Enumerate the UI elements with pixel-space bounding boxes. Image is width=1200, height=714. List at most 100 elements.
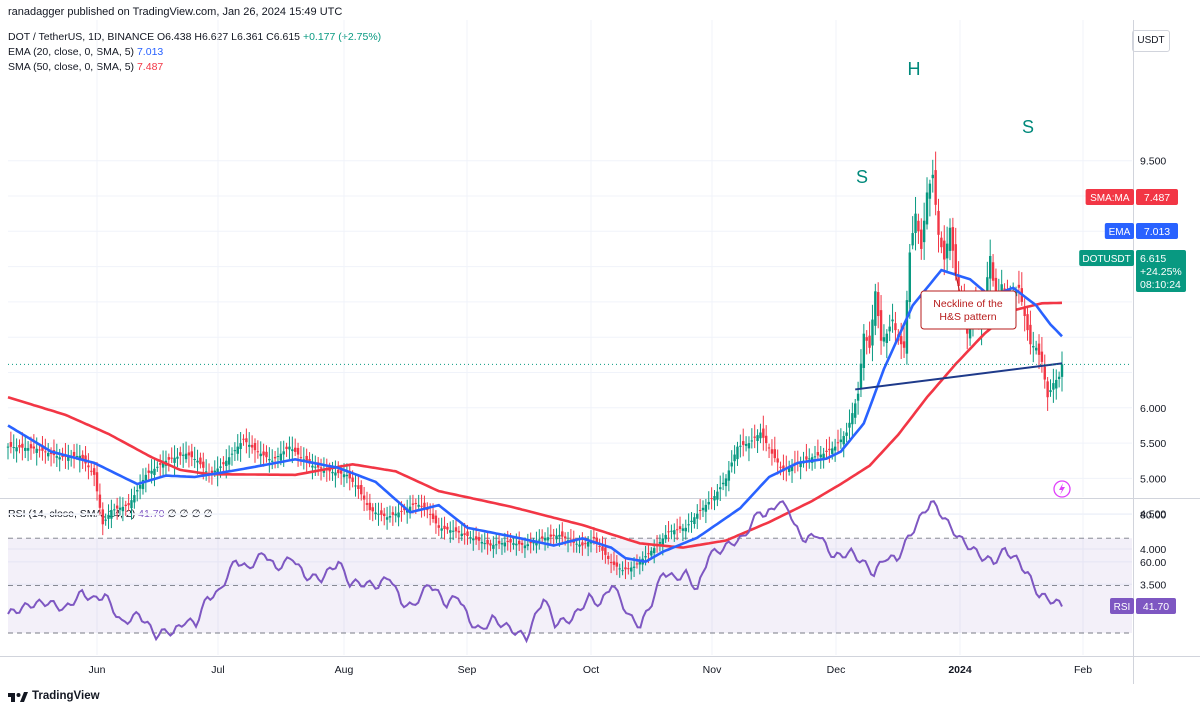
candle-body [463, 533, 466, 535]
candle-body [739, 445, 742, 447]
candle-body [575, 543, 578, 545]
candle-body [945, 243, 949, 259]
candle-body [808, 458, 811, 460]
price-tick-label: 4.000 [1140, 544, 1166, 556]
candle-body [236, 446, 239, 454]
ema-tag-label-box [1104, 223, 1134, 239]
sma-tag-value: 7.487 [1144, 192, 1170, 204]
candle-body [986, 277, 989, 292]
candle-body [81, 454, 84, 460]
candle-body [759, 432, 762, 439]
candle-body [477, 537, 481, 541]
candle-body [885, 333, 889, 343]
candle-body [342, 474, 346, 478]
candle-body [670, 530, 673, 532]
candle-body [1034, 347, 1038, 351]
candle-body [276, 456, 280, 458]
candle-body [411, 503, 415, 505]
candle-body [256, 451, 260, 453]
candle-body [601, 546, 604, 551]
candle-body [113, 509, 116, 511]
candle-body [480, 541, 484, 544]
candle-body [839, 439, 843, 443]
candle-body [293, 447, 297, 452]
candle-body [943, 240, 946, 260]
candle-body [159, 463, 162, 465]
candle-body [819, 454, 822, 458]
candle-body [989, 256, 992, 279]
candle-body [652, 548, 656, 554]
ohlc-values: O6.438 H6.627 L6.361 C6.615 [157, 31, 301, 43]
candle-body [431, 513, 435, 519]
candle-body [630, 567, 633, 572]
candle-body [578, 544, 581, 547]
candle-body [911, 233, 914, 246]
tradingview-footer[interactable]: TradingView [8, 690, 100, 702]
candle-body [822, 453, 825, 459]
candle-body [305, 455, 308, 462]
candle-body [698, 509, 702, 511]
candle-body [153, 468, 156, 475]
candle-body [937, 210, 940, 235]
candle-body [385, 517, 389, 520]
candle-body [612, 561, 616, 565]
sma-tag-value-box [1136, 189, 1178, 205]
last-value-box [1136, 250, 1186, 292]
candle-body [38, 449, 41, 451]
candle-body [334, 472, 337, 476]
rsi-tag-value: 41.70 [1143, 601, 1169, 613]
candle-body [196, 460, 199, 463]
candle-body [658, 541, 662, 544]
candle-body [351, 477, 354, 482]
candle-body [767, 447, 771, 449]
candle-body [609, 561, 613, 564]
candle-body [635, 563, 639, 565]
candle-body [684, 527, 687, 532]
last-price-value: 6.615 [1140, 253, 1166, 265]
symbol-label[interactable]: DOT / TetherUS, 1D, BINANCE [8, 31, 155, 43]
candle-body [736, 446, 739, 460]
time-tick-label: Jun [89, 664, 106, 676]
candle-body [55, 456, 59, 458]
sma-legend[interactable]: SMA (50, close, 0, SMA, 5) 7.487 [8, 61, 163, 73]
candle-body [454, 527, 458, 532]
candle-body [314, 466, 317, 468]
candle-body [400, 510, 403, 512]
candle-body [437, 525, 440, 528]
candle-body [940, 237, 943, 248]
candle-body [500, 543, 504, 545]
candle-body [495, 544, 498, 546]
candle-body [538, 539, 541, 541]
time-tick-label: 2024 [948, 664, 972, 676]
sma-tag-label: SMA:MA [1090, 193, 1130, 204]
candle-body [750, 440, 754, 442]
candle-body [687, 524, 690, 526]
candle-body [693, 517, 696, 525]
candle-body [26, 448, 30, 451]
candle-body [673, 530, 676, 535]
candle-body [173, 457, 176, 463]
candle-body [483, 543, 486, 545]
candle-body [319, 467, 323, 469]
candle-body [1040, 351, 1044, 362]
candle-body [181, 454, 185, 456]
candle-body [35, 448, 38, 453]
right-shoulder-label: S [1022, 117, 1034, 137]
candle-body [296, 447, 300, 455]
currency-button[interactable]: USDT [1132, 30, 1170, 52]
candle-body [920, 229, 923, 249]
sma-legend-label: SMA (50, close, 0, SMA, 5) [8, 61, 135, 73]
candle-body [121, 506, 125, 512]
candle-body [15, 447, 18, 452]
candle-body [136, 490, 139, 492]
candle-body [374, 512, 377, 515]
candle-body [520, 542, 524, 545]
candle-body [833, 446, 837, 451]
candle-body [6, 446, 10, 448]
candle-body [902, 341, 906, 348]
candle-body [1060, 364, 1064, 377]
candle-body [282, 451, 285, 455]
ema-legend[interactable]: EMA (20, close, 0, SMA, 5) 7.013 [8, 46, 163, 58]
candle-body [403, 508, 406, 511]
